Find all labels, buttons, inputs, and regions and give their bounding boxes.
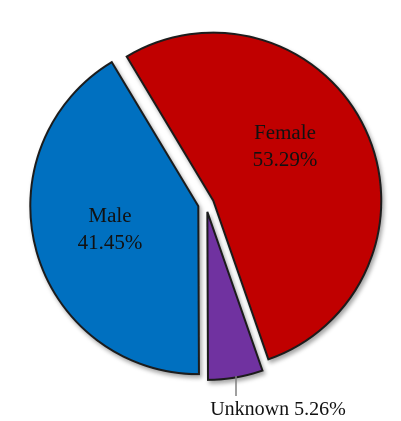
slice-percent-female: 53.29% (253, 147, 318, 171)
slice-label-unknown: Unknown 5.26% (210, 398, 346, 420)
pie-slice-male (29, 60, 200, 376)
slice-label-male: Male (88, 203, 131, 227)
pie-slice-female (125, 31, 383, 361)
slice-percent-male: 41.45% (78, 230, 143, 254)
slice-label-female: Female (254, 120, 316, 144)
pie-slices (29, 31, 383, 381)
